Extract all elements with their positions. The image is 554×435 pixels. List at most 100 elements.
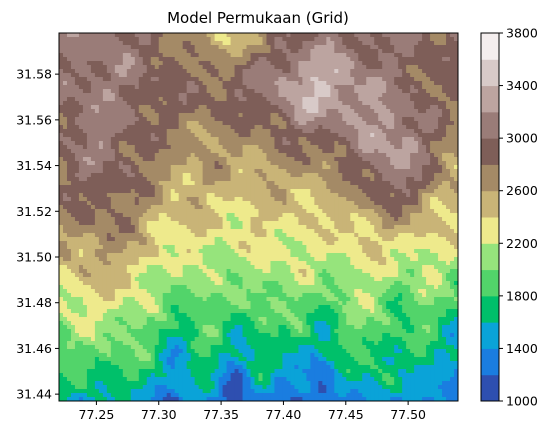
- contour-cell: [143, 225, 148, 230]
- contour-cell: [450, 117, 455, 122]
- contour-cell: [231, 89, 236, 94]
- contour-cell: [223, 125, 228, 130]
- contour-cell: [378, 77, 383, 82]
- contour-cell: [255, 85, 260, 90]
- contour-cell: [99, 97, 104, 102]
- contour-cell: [259, 53, 264, 58]
- contour-cell: [255, 141, 260, 146]
- contour-cell: [426, 149, 431, 154]
- contour-cell: [310, 77, 315, 82]
- contour-cell: [255, 97, 260, 102]
- contour-cell: [298, 97, 303, 102]
- contour-cell: [211, 61, 216, 66]
- contour-cell: [163, 97, 168, 102]
- contour-cell: [255, 61, 260, 66]
- contour-cell: [402, 213, 407, 218]
- contour-cell: [370, 121, 375, 126]
- contour-cell: [175, 213, 180, 218]
- contour-cell: [223, 113, 228, 118]
- contour-cell: [95, 213, 100, 218]
- contour-cell: [398, 145, 403, 150]
- contour-cell: [179, 45, 184, 50]
- contour-cell: [330, 177, 335, 182]
- contour-cell: [310, 121, 315, 126]
- contour-cell: [394, 81, 399, 86]
- contour-cell: [386, 77, 391, 82]
- contour-cell: [127, 69, 132, 74]
- contour-cell: [334, 61, 339, 66]
- contour-cell: [211, 69, 216, 74]
- contour-cell: [195, 137, 200, 142]
- contour-cell: [378, 41, 383, 46]
- contour-cell: [390, 109, 395, 114]
- contour-cell: [430, 61, 435, 66]
- contour-cell: [203, 65, 208, 70]
- contour-cell: [262, 197, 267, 202]
- contour-cell: [266, 57, 271, 62]
- contour-cell: [394, 117, 399, 122]
- contour-cell: [59, 121, 64, 126]
- contour-cell: [227, 181, 232, 186]
- contour-cell: [167, 177, 172, 182]
- contour-cell: [199, 57, 204, 62]
- contour-cell: [282, 73, 287, 78]
- contour-cell: [215, 129, 220, 134]
- contour-cell: [366, 101, 371, 106]
- contour-cell: [310, 153, 315, 158]
- contour-cell: [410, 133, 415, 138]
- contour-cell: [207, 177, 212, 182]
- contour-cell: [450, 205, 455, 210]
- contour-cell: [95, 137, 100, 142]
- contour-cell: [390, 201, 395, 206]
- contour-cell: [394, 109, 399, 114]
- contour-cell: [370, 53, 375, 58]
- contour-cell: [342, 49, 347, 54]
- contour-cell: [274, 49, 279, 54]
- contour-cell: [426, 81, 431, 86]
- contour-cell: [191, 89, 196, 94]
- contour-cell: [430, 209, 435, 214]
- contour-cell: [155, 229, 160, 234]
- contour-cell: [354, 41, 359, 46]
- contour-cell: [147, 33, 152, 38]
- contour-cell: [107, 221, 112, 226]
- contour-cell: [99, 141, 104, 146]
- contour-cell: [390, 169, 395, 174]
- contour-cell: [135, 113, 140, 118]
- contour-cell: [390, 41, 395, 46]
- contour-cell: [262, 101, 267, 106]
- contour-cell: [422, 185, 427, 190]
- contour-cell: [266, 193, 271, 198]
- contour-cell: [95, 149, 100, 154]
- contour-cell: [91, 93, 96, 98]
- contour-cell: [422, 229, 427, 234]
- contour-cell: [386, 73, 391, 78]
- contour-cell: [227, 197, 232, 202]
- contour-cell: [127, 217, 132, 222]
- contour-cell: [422, 157, 427, 162]
- contour-cell: [414, 197, 419, 202]
- contour-cell: [434, 121, 439, 126]
- contour-cell: [306, 65, 311, 70]
- contour-cell: [274, 153, 279, 158]
- contour-cell: [83, 177, 88, 182]
- contour-cell: [434, 217, 439, 222]
- contour-cell: [314, 121, 319, 126]
- contour-cell: [67, 217, 72, 222]
- contour-cell: [207, 189, 212, 194]
- contour-cell: [382, 169, 387, 174]
- contour-cell: [330, 77, 335, 82]
- contour-cell: [434, 221, 439, 226]
- contour-cell: [410, 37, 415, 42]
- contour-cell: [266, 117, 271, 122]
- contour-cell: [255, 121, 260, 126]
- contour-cell: [159, 65, 164, 70]
- contour-cell: [91, 189, 96, 194]
- contour-cell: [235, 133, 240, 138]
- contour-cell: [278, 197, 283, 202]
- contour-cell: [290, 41, 295, 46]
- contour-cell: [398, 69, 403, 74]
- contour-cell: [95, 57, 100, 62]
- contour-cell: [179, 61, 184, 66]
- contour-cell: [255, 101, 260, 106]
